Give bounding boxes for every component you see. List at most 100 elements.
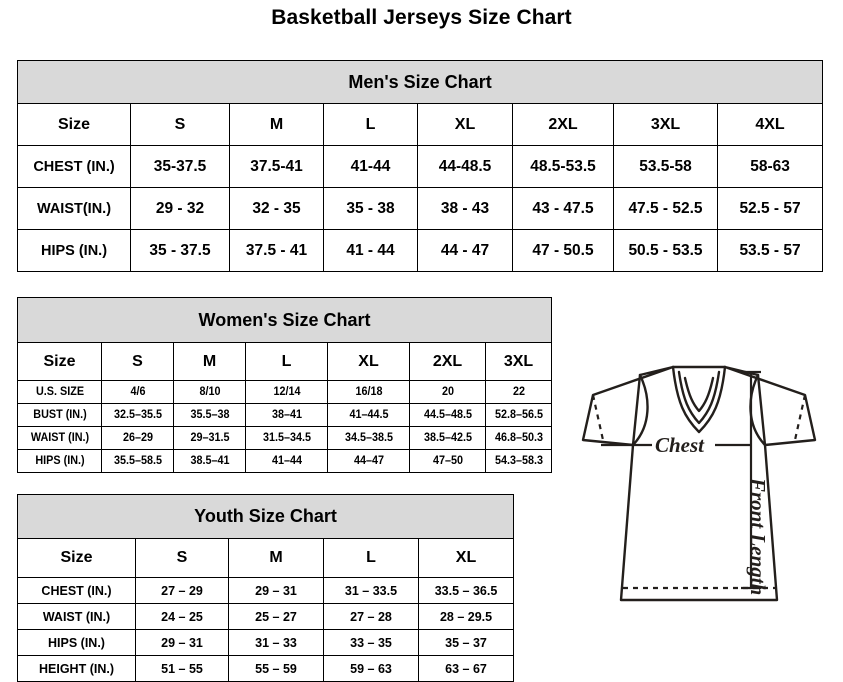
cell: 47–50 <box>411 449 484 473</box>
table-row: HIPS (IN.) 35.5–58.5 38.5–41 41–44 44–47… <box>18 449 552 473</box>
mens-size-chart-table: Men's Size Chart Size S M L XL 2XL 3XL 4… <box>16 60 824 272</box>
youth-table-title: Youth Size Chart <box>16 494 515 539</box>
column-header-3xl: 3XL <box>484 342 553 381</box>
jersey-vneck-outer <box>671 365 727 434</box>
cell: 58-63 <box>716 145 824 188</box>
column-header-s: S <box>135 538 229 578</box>
table-title-row: Men's Size Chart <box>16 60 824 104</box>
cell: 25 – 27 <box>228 603 324 630</box>
cell: 44 - 47 <box>417 229 513 272</box>
column-header-l: L <box>323 103 418 146</box>
table-row: CHEST (IN.) 27 – 29 29 – 31 31 – 33.5 33… <box>17 577 515 604</box>
table-row: U.S. SIZE 4/6 8/10 12/14 16/18 20 22 <box>18 380 552 404</box>
cell: 46.8–50.3 <box>487 426 551 450</box>
jersey-body-outline <box>619 443 779 602</box>
cell: 63 – 67 <box>417 655 515 682</box>
cell: 35 - 38 <box>323 187 418 230</box>
column-header-s: S <box>101 342 174 381</box>
cell: 50.5 - 53.5 <box>613 229 718 272</box>
cell: 22 <box>487 380 551 404</box>
column-header-size: Size <box>17 103 131 146</box>
column-header-l: L <box>323 538 419 578</box>
table-title-row: Women's Size Chart <box>16 297 553 343</box>
cell: 48.5-53.5 <box>512 145 614 188</box>
cell: 24 – 25 <box>135 603 229 630</box>
column-header-xl: XL <box>417 538 515 578</box>
row-label-us-size: U.S. SIZE <box>19 380 100 404</box>
table-row: HEIGHT (IN.) 51 – 55 55 – 59 59 – 63 63 … <box>17 655 515 682</box>
cell: 37.5-41 <box>229 145 324 188</box>
table-row: BUST (IN.) 32.5–35.5 35.5–38 38–41 41–44… <box>18 403 552 427</box>
cell: 35.5–58.5 <box>103 449 172 473</box>
page-title: Basketball Jerseys Size Chart <box>271 6 572 29</box>
cell: 32 - 35 <box>229 187 324 230</box>
jersey-left-sleeve-hem <box>591 394 605 441</box>
cell: 38–41 <box>247 403 326 427</box>
column-header-size: Size <box>17 342 102 381</box>
cell: 59 – 63 <box>323 655 419 682</box>
column-header-4xl: 4XL <box>716 103 824 146</box>
row-label-bust: BUST (IN.) <box>19 403 100 427</box>
column-header-xl: XL <box>327 342 410 381</box>
cell: 44–47 <box>329 449 408 473</box>
column-header-s: S <box>130 103 230 146</box>
jersey-left-sleeve <box>581 365 675 447</box>
youth-size-chart-table: Youth Size Chart Size S M L XL CHEST (IN… <box>16 494 515 682</box>
cell: 41 - 44 <box>323 229 418 272</box>
cell: 27 – 28 <box>323 603 419 630</box>
table-row: WAIST(IN.) 29 - 32 32 - 35 35 - 38 38 - … <box>17 187 824 230</box>
column-header-2xl: 2XL <box>409 342 486 381</box>
column-header-2xl: 2XL <box>512 103 614 146</box>
cell: 55 – 59 <box>228 655 324 682</box>
table-title-row: Youth Size Chart <box>16 494 515 539</box>
cell: 51 – 55 <box>135 655 229 682</box>
column-header-3xl: 3XL <box>613 103 718 146</box>
cell: 33 – 35 <box>323 629 419 656</box>
jersey-vneck-inner2 <box>683 376 715 413</box>
row-label-hips: HIPS (IN.) <box>17 629 136 656</box>
row-label-hips: HIPS (IN.) <box>17 229 131 272</box>
row-label-height: HEIGHT (IN.) <box>17 655 136 682</box>
row-label-hips: HIPS (IN.) <box>19 449 100 473</box>
column-header-l: L <box>245 342 328 381</box>
column-header-m: M <box>228 538 324 578</box>
mens-table-title: Men's Size Chart <box>16 60 824 104</box>
row-label-waist: WAIST (IN.) <box>19 426 100 450</box>
cell: 32.5–35.5 <box>103 403 172 427</box>
cell: 53.5-58 <box>613 145 718 188</box>
womens-table-title: Women's Size Chart <box>16 297 553 343</box>
cell: 41–44.5 <box>329 403 408 427</box>
cell: 20 <box>411 380 484 404</box>
cell: 41–44 <box>247 449 326 473</box>
column-header-m: M <box>173 342 246 381</box>
table-row: WAIST (IN.) 26–29 29–31.5 31.5–34.5 34.5… <box>18 426 552 450</box>
column-header-m: M <box>229 103 324 146</box>
jersey-vneck-inner <box>677 370 721 425</box>
cell: 35.5–38 <box>175 403 244 427</box>
cell: 38 - 43 <box>417 187 513 230</box>
table-header-row: Size S M L XL <box>17 538 515 578</box>
table-row: HIPS (IN.) 35 - 37.5 37.5 - 41 41 - 44 4… <box>17 229 824 272</box>
cell: 35 – 37 <box>417 629 515 656</box>
cell: 29 – 31 <box>228 577 324 604</box>
cell: 16/18 <box>329 380 408 404</box>
table-header-row: Size S M L XL 2XL 3XL <box>17 342 553 381</box>
table-row: CHEST (IN.) 35-37.5 37.5-41 41-44 44-48.… <box>17 145 824 188</box>
cell: 43 - 47.5 <box>512 187 614 230</box>
cell: 28 – 29.5 <box>417 603 515 630</box>
row-label-waist: WAIST(IN.) <box>17 187 131 230</box>
cell: 52.8–56.5 <box>487 403 551 427</box>
cell: 38.5–41 <box>175 449 244 473</box>
cell: 47.5 - 52.5 <box>613 187 718 230</box>
cell: 33.5 – 36.5 <box>417 577 515 604</box>
cell: 44.5–48.5 <box>411 403 484 427</box>
table-header-row: Size S M L XL 2XL 3XL 4XL <box>17 103 824 146</box>
jersey-left-armhole <box>631 373 649 447</box>
chest-label: Chest <box>655 433 705 457</box>
cell: 29 - 32 <box>130 187 230 230</box>
womens-size-chart-table: Women's Size Chart Size S M L XL 2XL 3XL… <box>16 297 553 473</box>
cell: 37.5 - 41 <box>229 229 324 272</box>
column-header-size: Size <box>17 538 136 578</box>
cell: 53.5 - 57 <box>716 229 824 272</box>
cell: 44-48.5 <box>417 145 513 188</box>
